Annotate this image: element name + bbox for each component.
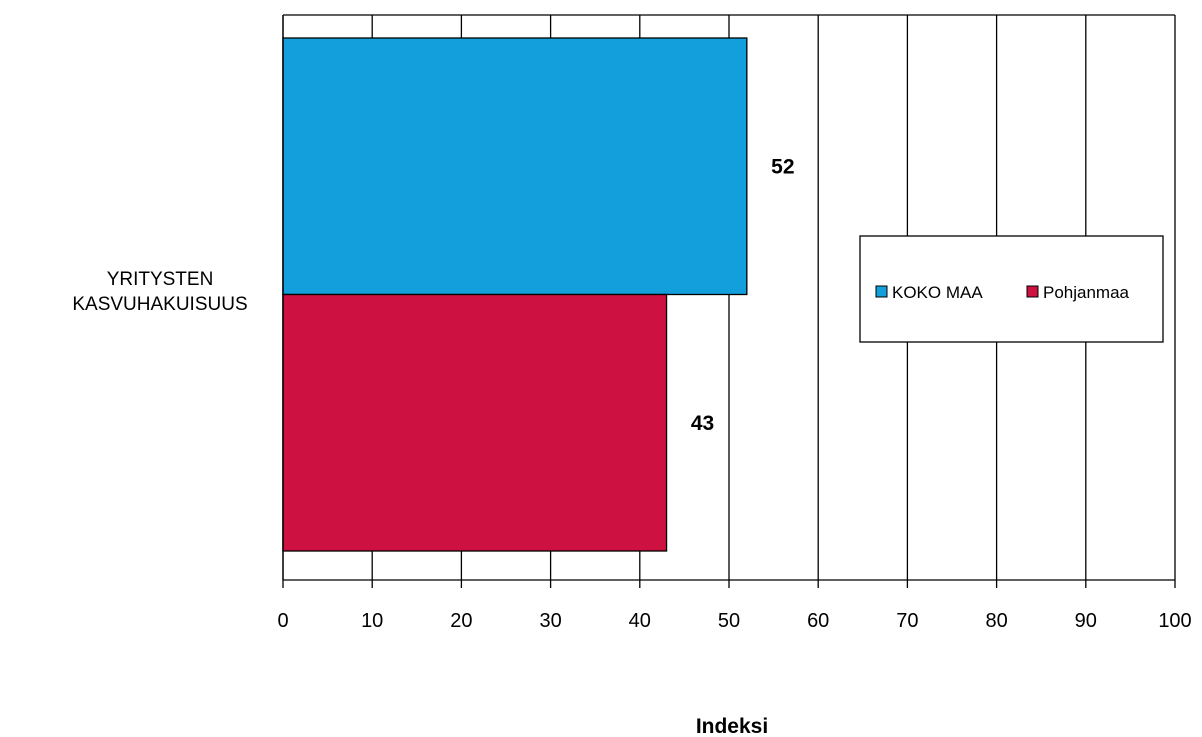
bars (282, 37, 748, 552)
x-tick-label: 90 (1075, 610, 1097, 632)
legend-label: Pohjanmaa (1043, 283, 1130, 302)
x-tick-label: 20 (450, 610, 472, 632)
x-tick-label: 80 (985, 610, 1007, 632)
x-tick-label: 100 (1158, 610, 1191, 632)
legend: KOKO MAA Pohjanmaa (859, 235, 1164, 343)
x-tick-label: 0 (277, 610, 288, 632)
x-axis (282, 14, 1176, 588)
legend-swatch (1026, 285, 1039, 298)
x-tick-labels: 0 10 20 30 40 50 60 70 80 90 100 (277, 610, 1191, 632)
x-axis-title: Indeksi (696, 715, 768, 737)
data-labels: 52 43 (691, 155, 795, 435)
x-tick-label: 10 (361, 610, 383, 632)
bar (282, 293, 668, 552)
legend-box (859, 235, 1164, 343)
legend-swatch (875, 285, 888, 298)
data-label: 52 (771, 155, 794, 178)
category-label: YRITYSTEN KASVUHAKUISUUS (72, 269, 247, 315)
x-tick-label: 60 (807, 610, 829, 632)
data-label: 43 (691, 412, 714, 435)
x-tick-label: 30 (539, 610, 561, 632)
x-tick-label: 40 (629, 610, 651, 632)
legend-label: KOKO MAA (892, 283, 983, 302)
bar (282, 37, 748, 296)
x-tick-label: 50 (718, 610, 740, 632)
x-tick-label: 70 (896, 610, 918, 632)
